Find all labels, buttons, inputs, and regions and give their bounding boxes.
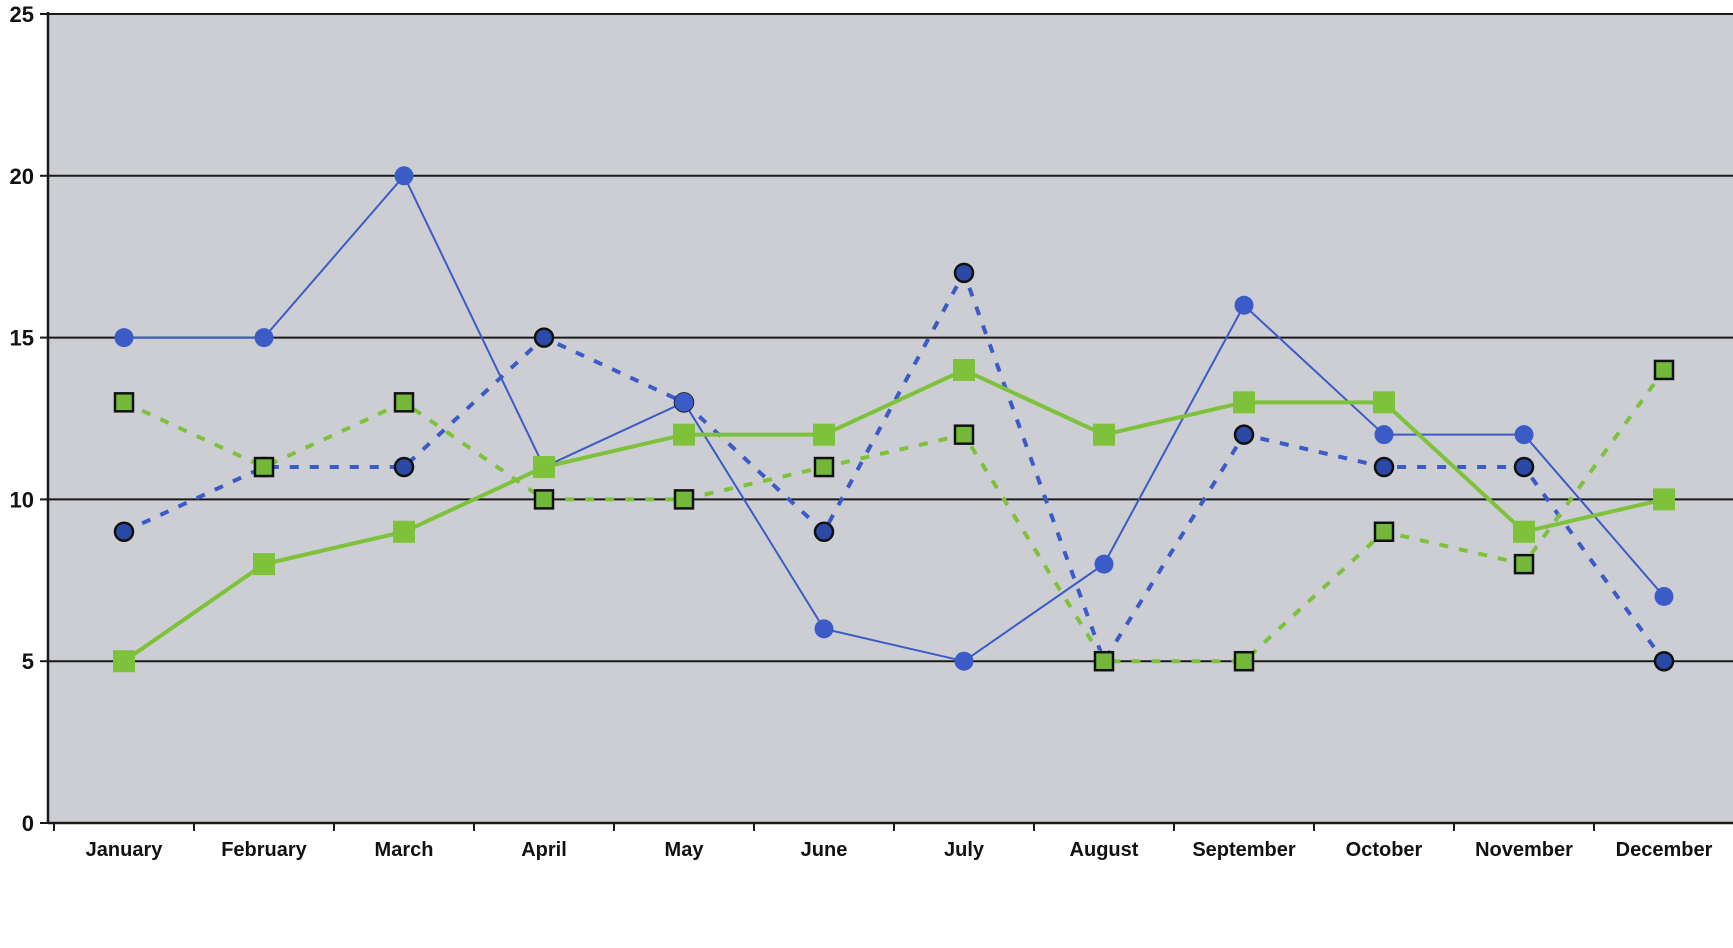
x-tick-label-september: September <box>1192 839 1296 861</box>
y-tick-label-20: 20 <box>10 164 34 189</box>
series-line-1 <box>123 174 1665 663</box>
series-2-point-october <box>1373 456 1395 478</box>
series-4-point-april <box>533 489 555 510</box>
y-tick-label-25: 25 <box>10 2 34 27</box>
x-tick-label-april: April <box>521 839 567 861</box>
series-1-point-october <box>1374 425 1394 445</box>
series-4-point-may <box>673 489 695 510</box>
series-4-point-march <box>393 392 415 413</box>
x-tick-label-february: February <box>221 839 307 861</box>
x-tick-label-march: March <box>375 839 434 861</box>
series-4-point-october <box>1373 521 1395 543</box>
series-3-point-december <box>1653 488 1675 511</box>
series-1-point-june <box>814 619 834 639</box>
series-2-point-december <box>1653 650 1675 672</box>
series-2-point-june <box>813 521 835 543</box>
series-3-point-august <box>1093 423 1115 446</box>
series-4-point-july <box>953 424 975 445</box>
x-tick-label-november: November <box>1475 839 1573 861</box>
series-2-point-september <box>1233 424 1255 445</box>
x-tick-label-january: January <box>86 839 164 861</box>
y-tick-label-0: 0 <box>22 811 34 836</box>
series-lines <box>122 174 1666 664</box>
y-tick-label-15: 15 <box>10 326 34 351</box>
series-1-point-november <box>1514 425 1534 445</box>
plot-background <box>48 14 1733 823</box>
series-4-point-february <box>253 456 275 478</box>
series-4-point-january <box>113 392 135 413</box>
x-tick-label-july: July <box>944 839 985 861</box>
series-1-point-august <box>1094 554 1114 574</box>
series-1-point-september <box>1234 295 1254 315</box>
series-3-point-april <box>533 456 555 479</box>
y-tick-label-10: 10 <box>10 487 34 512</box>
series-4-point-september <box>1233 650 1255 672</box>
series-4-point-december <box>1653 359 1675 381</box>
series-4-point-august <box>1093 650 1115 672</box>
series-1-point-march <box>394 166 414 186</box>
series-3-point-february <box>253 553 275 576</box>
series-3-point-january <box>113 650 135 673</box>
series-2-point-july <box>953 262 975 284</box>
series-1-point-may <box>674 392 694 412</box>
series-2-point-january <box>113 521 135 543</box>
series-3-point-november <box>1513 520 1535 543</box>
series-3-point-september <box>1233 391 1255 414</box>
x-tick-label-june: June <box>801 839 848 861</box>
series-line-4 <box>123 368 1666 664</box>
series-4-point-november <box>1513 553 1535 575</box>
series-markers <box>113 166 1675 673</box>
series-2-point-november <box>1513 456 1535 478</box>
gridlines <box>48 13 1733 663</box>
series-1-point-february <box>254 328 274 348</box>
series-1-point-july <box>954 651 974 671</box>
y-tick-label-5: 5 <box>22 649 34 674</box>
x-tick-label-august: August <box>1070 839 1139 861</box>
x-tick-label-may: May <box>665 839 705 861</box>
axes <box>40 12 1733 831</box>
series-3-point-march <box>393 520 415 543</box>
tick-labels: 0 5 10 15 20 25 January February March April May Ju… <box>10 2 1713 861</box>
x-tick-label-december: December <box>1616 839 1713 861</box>
series-2-point-april <box>533 327 555 348</box>
series-line-3 <box>122 367 1666 664</box>
series-4-point-june <box>813 456 835 478</box>
series-2-point-march <box>393 456 415 478</box>
series-3-point-june <box>813 423 835 446</box>
series-3-point-may <box>673 423 695 446</box>
series-1-point-january <box>114 328 134 348</box>
series-1-point-december <box>1654 586 1674 606</box>
series-3-point-october <box>1373 391 1395 414</box>
x-tick-label-october: October <box>1346 839 1423 861</box>
series-3-point-july <box>953 358 975 381</box>
